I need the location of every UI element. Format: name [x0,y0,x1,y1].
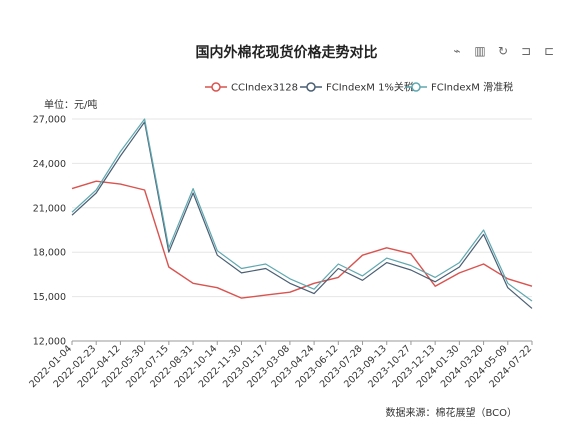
legend-swatch-marker [411,82,421,92]
save-icon[interactable]: ⊏ [543,44,555,58]
series-line [71,180,533,299]
chart-title: 国内外棉花现货价格走势对比 [195,45,378,61]
legend-swatch-marker [211,82,221,92]
y-tick-label: 12,000 [33,337,66,348]
series-line [71,121,533,309]
legend-swatch-marker [306,82,316,92]
y-tick-label: 18,000 [33,248,66,259]
y-tick-label: 21,000 [33,203,66,214]
bar-chart-icon[interactable]: ▥ [474,44,486,58]
legend-label: FCIndexM 滑准税 [431,81,513,94]
y-tick-label: 24,000 [33,159,66,170]
crop-icon[interactable]: ⊐ [520,44,532,58]
data-source-label: 数据来源：棉花展望（BCO） [385,408,517,419]
legend-label: CCIndex3128 [231,83,298,94]
y-axis-unit-label: 单位：元/吨 [44,100,98,111]
chart-toolbox: ⌁ ▥ ↻ ⊐ ⊏ [449,44,557,58]
series-line [71,118,533,302]
restore-icon[interactable]: ↻ [497,44,509,58]
y-tick-label: 27,000 [33,115,66,126]
legend-label: FCIndexM 1%关税 [326,81,414,94]
y-tick-label: 15,000 [33,292,66,303]
line-chart-icon[interactable]: ⌁ [453,44,461,58]
